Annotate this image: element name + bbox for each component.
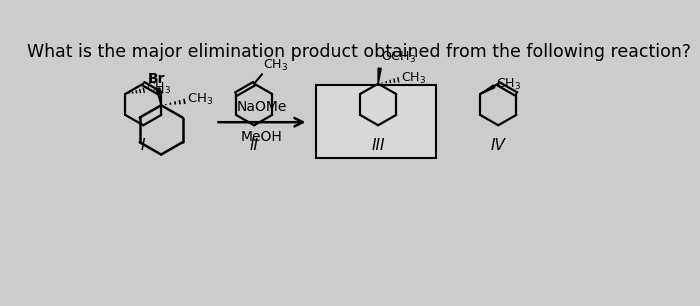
Text: What is the major elimination product obtained from the following reaction?: What is the major elimination product ob… <box>27 43 691 61</box>
Bar <box>316 85 436 159</box>
Text: IV: IV <box>491 138 505 153</box>
Text: CH$_3$: CH$_3$ <box>400 71 426 86</box>
Text: NaOMe: NaOMe <box>237 100 287 114</box>
Text: II: II <box>250 138 258 153</box>
Text: I: I <box>141 138 146 153</box>
Polygon shape <box>378 68 382 84</box>
Text: Br: Br <box>148 72 165 86</box>
Polygon shape <box>156 88 161 105</box>
Text: III: III <box>372 138 385 153</box>
Text: MeOH: MeOH <box>241 130 283 144</box>
Text: CH$_3$: CH$_3$ <box>496 77 522 92</box>
Text: CH$_3$: CH$_3$ <box>146 81 172 96</box>
Polygon shape <box>480 85 495 94</box>
Text: CH$_3$: CH$_3$ <box>262 58 288 73</box>
Text: CH$_3$: CH$_3$ <box>187 92 214 107</box>
Text: OCH$_3$: OCH$_3$ <box>382 50 416 65</box>
